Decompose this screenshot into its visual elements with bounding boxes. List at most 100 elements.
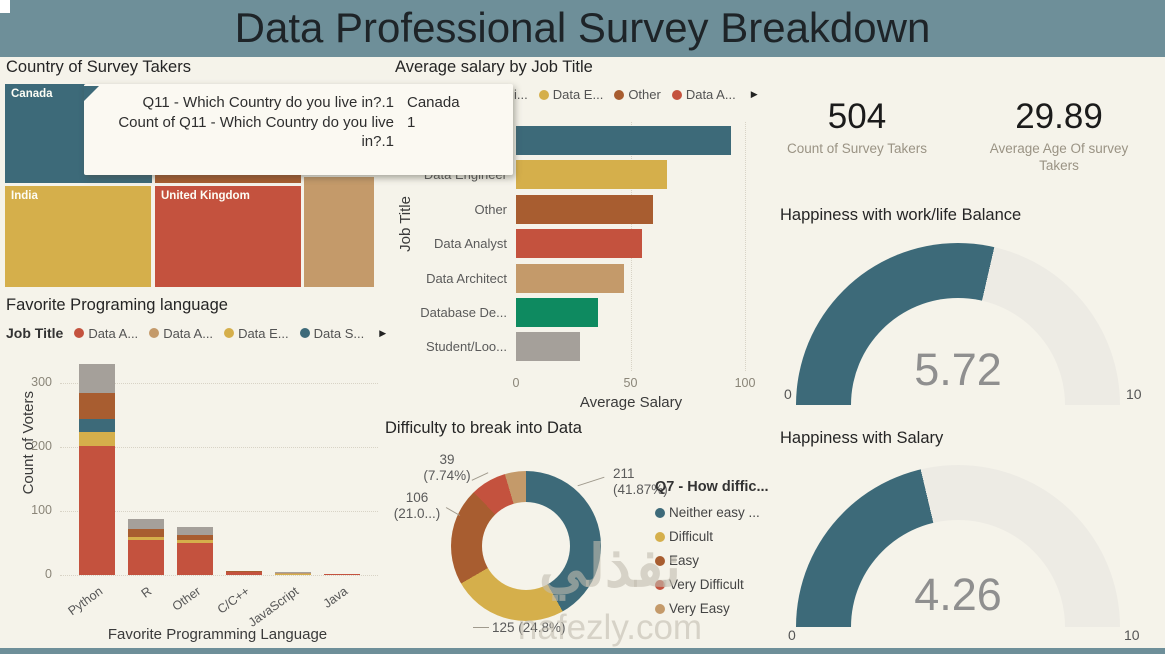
gauge-min-label: 0 [788, 627, 796, 643]
gridline [745, 122, 746, 371]
stack-segment[interactable] [177, 527, 213, 535]
bar-row: Student/Loo... [395, 332, 767, 362]
legend-label: Data A... [88, 325, 139, 341]
legend-dot-icon [299, 328, 310, 338]
tooltip-row: Q11 - Which Country do you live in?.1 Ca… [104, 93, 501, 113]
gridline [60, 575, 378, 576]
stack-segment[interactable] [79, 364, 115, 393]
stack-segment[interactable] [275, 573, 311, 575]
legend-title: Q7 - How diffic... [655, 479, 769, 495]
legend-item[interactable]: Data E... [538, 87, 604, 102]
donut-hole [482, 502, 570, 590]
callout-leader-line [577, 476, 605, 487]
legend-next-arrow-icon[interactable]: ▶ [379, 327, 387, 338]
stack-segment[interactable] [226, 571, 262, 575]
treemap-block-india[interactable]: India [5, 186, 151, 287]
legend-dot-icon [149, 328, 160, 338]
legend-label: Data A... [685, 87, 736, 102]
difficulty-donut[interactable] [451, 471, 601, 621]
treemap-block-label: India [11, 190, 38, 202]
gauge-max-label: 10 [1124, 627, 1140, 643]
bar[interactable] [516, 229, 642, 259]
treemap-block-uk[interactable]: United Kingdom [155, 186, 301, 287]
legend-item[interactable]: Very Easy [655, 601, 769, 616]
avg-salary-legend: i... Data E... Other Data A... ▶ [514, 87, 758, 102]
legend-label: Very Easy [669, 601, 730, 616]
legend-item[interactable]: Data A... [149, 326, 213, 341]
gridline [60, 511, 378, 512]
kpi-label: Average Age Of survey Takers [989, 141, 1129, 173]
legend-next-arrow-icon[interactable]: ▶ [750, 89, 758, 99]
gauge-salary-arc[interactable] [796, 465, 1120, 627]
gauge-worklife: Happiness with work/life Balance 5.72 0 … [780, 206, 1165, 424]
stack-segment[interactable] [128, 528, 164, 538]
stack-segment[interactable] [324, 573, 360, 575]
legend-item[interactable]: Data A... [671, 87, 736, 102]
tooltip-field-label: Count of Q11 - Which Country do you live… [118, 113, 394, 151]
legend-item[interactable]: Other [614, 87, 661, 102]
stack-segment[interactable] [128, 518, 164, 529]
stack-segment[interactable] [128, 539, 164, 575]
y-tick-label: 300 [31, 375, 52, 389]
prog-lang-chart: Favorite Programing language Job Title D… [0, 296, 387, 654]
legend-item[interactable]: Neither easy ... [655, 505, 769, 520]
difficulty-chart: Difficulty to break into Data 39 (7.74%) … [385, 419, 780, 654]
stack-segment[interactable] [79, 418, 115, 432]
kpi-value: 504 [827, 97, 887, 136]
x-tick-label: 0 [512, 376, 520, 390]
bar-category-label: Database De... [420, 305, 507, 320]
x-tick-label: 100 [734, 376, 756, 390]
stack-segment[interactable] [79, 445, 115, 575]
legend-item[interactable]: Data S... [299, 326, 364, 341]
gauge-worklife-arc[interactable] [796, 243, 1120, 405]
stack-segment[interactable] [177, 539, 213, 543]
legend-dot-icon [538, 89, 549, 100]
page-title: Data Professional Survey Breakdown [234, 4, 931, 51]
legend-item[interactable]: Easy [655, 553, 769, 568]
y-tick-label: 100 [31, 503, 52, 517]
legend-item[interactable]: Very Difficult [655, 577, 769, 592]
legend-title: Job Title [6, 325, 64, 341]
legend-item[interactable]: Difficult [655, 529, 769, 544]
legend-label: Other [628, 87, 661, 102]
stack-segment[interactable] [275, 571, 311, 573]
stack-segment[interactable] [275, 572, 311, 574]
prog-lang-legend-items: Data A... Data A... Data E... Data S... [74, 326, 364, 341]
y-tick-label: 0 [45, 567, 52, 581]
legend-item[interactable]: Data A... [74, 326, 138, 341]
bar[interactable] [516, 332, 581, 362]
bar[interactable] [516, 160, 668, 190]
legend-label: i... [514, 87, 528, 102]
legend-item[interactable]: i... [514, 87, 528, 102]
bar[interactable] [516, 298, 599, 327]
bar-row: Data Architect [395, 263, 767, 293]
stack-segment[interactable] [177, 534, 213, 540]
bar-category-label: Other [474, 201, 507, 217]
bar[interactable] [516, 194, 654, 224]
legend-label: Data E... [552, 87, 604, 102]
treemap-block-tan[interactable] [304, 177, 374, 287]
stack-segment[interactable] [128, 537, 164, 540]
stack-segment[interactable] [226, 570, 262, 572]
difficulty-title: Difficulty to break into Data [385, 419, 582, 437]
avg-salary-legend-items: i... Data E... Other Data A... [514, 87, 736, 102]
callout-leader-line [473, 627, 489, 628]
gauge-value: 5.72 [914, 344, 1002, 395]
stack-segment[interactable] [79, 431, 115, 446]
stack-segment[interactable] [79, 392, 115, 419]
prog-lang-x-axis-title: Favorite Programming Language [107, 626, 328, 643]
bar[interactable] [516, 126, 732, 155]
bar[interactable] [516, 263, 624, 293]
treemap-block-label: United Kingdom [161, 190, 250, 202]
gauge-min-label: 0 [784, 386, 792, 402]
bottom-bar [0, 648, 1165, 654]
tooltip-row: Count of Q11 - Which Country do you live… [104, 113, 501, 152]
legend-item[interactable]: Data E... [224, 326, 289, 341]
donut-callout-neither: 211 (41.87%) [613, 466, 668, 497]
y-tick-label: 200 [31, 439, 52, 453]
stack-segment[interactable] [177, 543, 213, 575]
dashboard-header: Data Professional Survey Breakdown [0, 0, 1165, 57]
bar-row [395, 126, 767, 155]
kpi-label: Count of Survey Takers [786, 141, 928, 156]
